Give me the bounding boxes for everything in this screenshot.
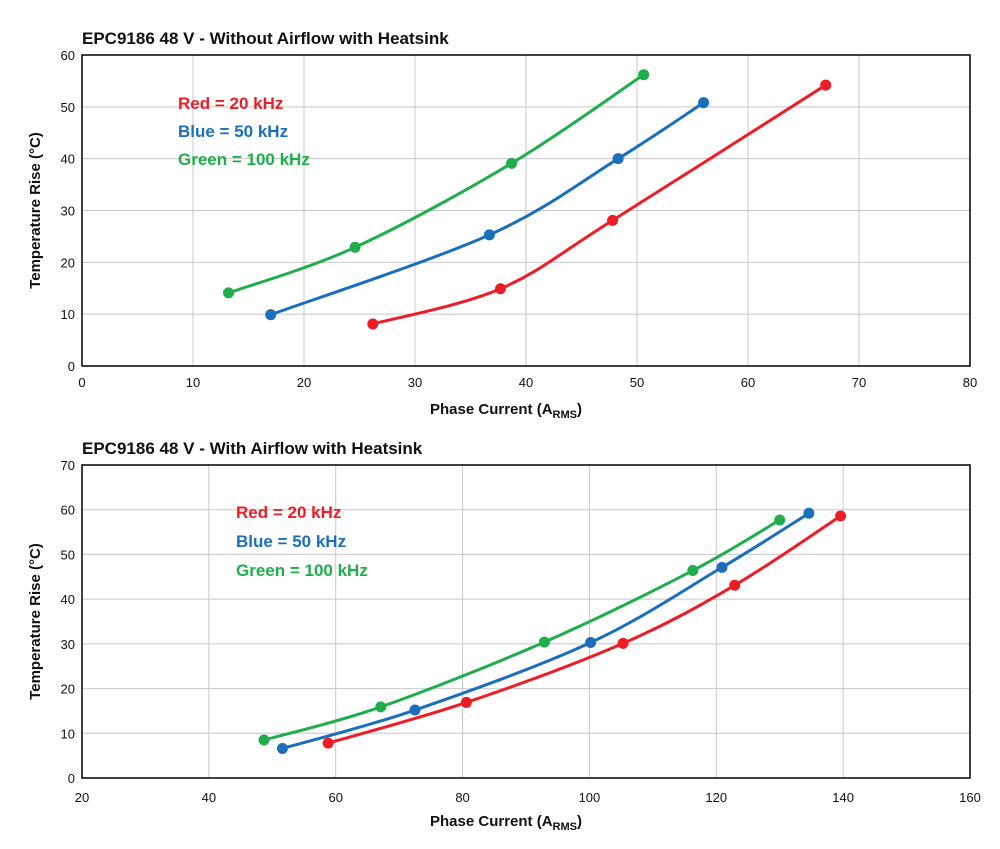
x-tick-label: 30 <box>408 375 422 390</box>
x-tick-label: 80 <box>455 790 469 805</box>
data-point-red <box>494 283 506 295</box>
y-tick-label: 10 <box>61 726 75 741</box>
x-tick-label: 10 <box>186 375 200 390</box>
legend-entry-red: Red = 20 kHz <box>178 94 283 113</box>
x-tick-label: 50 <box>630 375 644 390</box>
y-tick-label: 60 <box>61 503 75 518</box>
plot-frame <box>81 54 971 367</box>
x-tick-label: 60 <box>328 790 342 805</box>
series-line-red <box>327 514 842 745</box>
data-point-red <box>367 318 379 330</box>
y-tick-label: 20 <box>61 682 75 697</box>
y-tick-label: 60 <box>61 48 75 63</box>
series-line-red <box>372 83 827 326</box>
y-tick-label: 30 <box>61 637 75 652</box>
chart-2: EPC9186 48 V - With Airflow with Heatsin… <box>27 439 981 833</box>
data-point-red <box>460 696 472 708</box>
legend-entry-blue: Blue = 50 kHz <box>178 122 288 141</box>
data-point-blue <box>276 742 288 754</box>
x-tick-label: 140 <box>832 790 854 805</box>
data-point-red <box>322 737 334 749</box>
x-tick-label: 20 <box>75 790 89 805</box>
data-point-green <box>349 241 361 253</box>
data-point-green <box>638 69 650 81</box>
y-axis-label: Temperature Rise (°C) <box>27 132 44 289</box>
y-tick-label: 0 <box>68 359 75 374</box>
chart-title: EPC9186 48 V - Without Airflow with Heat… <box>82 29 449 48</box>
x-tick-label: 120 <box>705 790 727 805</box>
series-line-green <box>263 518 781 742</box>
data-point-blue <box>716 561 728 573</box>
x-tick-label: 70 <box>852 375 866 390</box>
y-tick-label: 50 <box>61 100 75 115</box>
legend-entry-green: Green = 100 kHz <box>178 150 310 169</box>
y-tick-label: 70 <box>61 458 75 473</box>
y-tick-label: 20 <box>61 255 75 270</box>
x-axis-label: Phase Current (ARMS) <box>430 813 582 833</box>
y-tick-label: 10 <box>61 307 75 322</box>
chart-1: EPC9186 48 V - Without Airflow with Heat… <box>27 29 977 421</box>
data-point-green <box>506 157 518 169</box>
legend-entry-blue: Blue = 50 kHz <box>236 532 346 551</box>
x-tick-label: 160 <box>959 790 981 805</box>
data-point-blue <box>612 153 624 165</box>
y-tick-label: 30 <box>61 204 75 219</box>
x-tick-label: 40 <box>519 375 533 390</box>
data-point-blue <box>409 704 421 716</box>
data-point-green <box>375 701 387 713</box>
x-tick-label: 60 <box>741 375 755 390</box>
x-tick-label: 0 <box>78 375 85 390</box>
series-line-blue <box>270 101 705 317</box>
y-tick-label: 50 <box>61 547 75 562</box>
x-tick-label: 20 <box>297 375 311 390</box>
y-axis-label: Temperature Rise (°C) <box>27 543 44 700</box>
data-point-blue <box>265 309 277 321</box>
x-axis-label: Phase Current (ARMS) <box>430 401 582 421</box>
chart-title: EPC9186 48 V - With Airflow with Heatsin… <box>82 439 423 458</box>
data-point-blue <box>698 97 710 109</box>
data-point-red <box>607 214 619 226</box>
data-point-blue <box>803 507 815 519</box>
y-tick-label: 40 <box>61 592 75 607</box>
data-point-green <box>223 287 235 299</box>
data-point-green <box>538 636 550 648</box>
data-point-green <box>774 514 786 526</box>
y-tick-label: 0 <box>68 771 75 786</box>
series-line-green <box>228 73 645 295</box>
data-point-red <box>820 79 832 91</box>
data-point-green <box>687 565 699 577</box>
legend-entry-red: Red = 20 kHz <box>236 503 341 522</box>
legend-entry-green: Green = 100 kHz <box>236 561 368 580</box>
data-point-red <box>835 510 847 522</box>
data-point-red <box>617 637 629 649</box>
x-tick-label: 40 <box>202 790 216 805</box>
data-point-green <box>258 734 270 746</box>
plot-frame <box>81 464 971 779</box>
x-tick-label: 80 <box>963 375 977 390</box>
data-point-blue <box>585 637 597 649</box>
x-tick-label: 100 <box>579 790 601 805</box>
data-point-red <box>729 579 741 591</box>
y-tick-label: 40 <box>61 152 75 167</box>
data-point-blue <box>483 229 495 241</box>
